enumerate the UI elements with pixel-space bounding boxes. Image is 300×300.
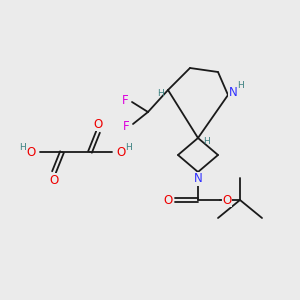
Text: O: O: [50, 173, 58, 187]
Text: O: O: [93, 118, 103, 130]
Text: H: H: [157, 89, 164, 98]
Text: H: H: [237, 82, 243, 91]
Text: O: O: [116, 146, 126, 158]
Text: H: H: [202, 136, 209, 146]
Text: H: H: [20, 142, 26, 152]
Text: O: O: [164, 194, 172, 206]
Text: F: F: [123, 119, 129, 133]
Text: O: O: [222, 194, 232, 206]
Text: O: O: [26, 146, 36, 158]
Text: N: N: [194, 172, 202, 185]
Text: H: H: [126, 142, 132, 152]
Text: N: N: [229, 86, 237, 100]
Text: F: F: [122, 94, 128, 106]
